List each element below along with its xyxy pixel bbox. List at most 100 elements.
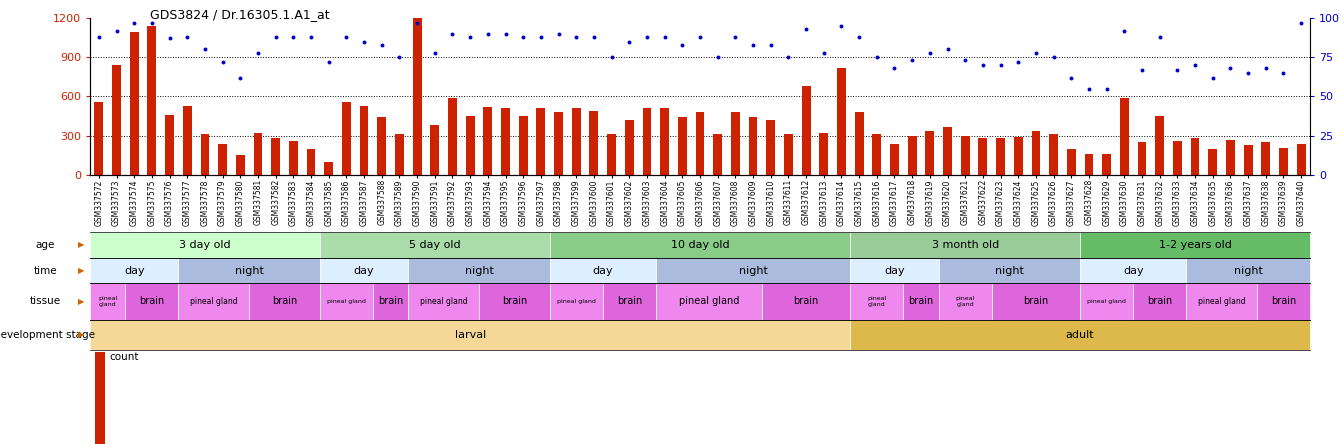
Text: 1-2 years old: 1-2 years old [1158,240,1232,250]
Text: ▶: ▶ [78,297,84,306]
Point [778,54,799,61]
Point [901,57,923,64]
Text: night: night [234,266,264,275]
Bar [1173,141,1182,175]
Bar [1085,154,1094,175]
Bar [165,115,174,175]
Text: pineal
gland: pineal gland [98,296,118,307]
Point [283,33,304,40]
Text: day: day [125,266,145,275]
Bar [341,102,351,175]
Point [584,33,605,40]
Bar [1156,116,1164,175]
Bar [112,65,121,175]
Point [1185,62,1206,69]
Bar [643,108,651,175]
Bar [130,32,139,175]
Bar [695,112,704,175]
Bar [272,139,280,175]
Point [619,38,640,45]
Bar [625,120,633,175]
Bar [1244,145,1252,175]
Bar [554,112,562,175]
Bar [1208,149,1217,175]
Point [1291,19,1312,26]
Text: ▶: ▶ [78,241,84,250]
Bar [95,102,103,175]
Text: day: day [1123,266,1144,275]
Text: brain: brain [908,297,933,306]
Point [866,54,888,61]
Point [830,22,852,29]
Bar [412,18,422,175]
Point [159,35,181,42]
Text: brain: brain [1148,297,1173,306]
Text: pineal
gland: pineal gland [868,296,886,307]
Text: pineal
gland: pineal gland [956,296,975,307]
Point [1166,66,1188,73]
Bar [518,116,528,175]
Point [265,33,287,40]
Point [813,49,834,56]
Text: pineal gland: pineal gland [420,297,467,306]
Point [300,33,321,40]
Bar [1014,137,1023,175]
Text: day: day [592,266,613,275]
Bar [483,107,493,175]
Point [353,38,375,45]
Bar [1261,142,1271,175]
Bar [943,127,952,175]
Bar [714,135,722,175]
Point [194,46,216,53]
Point [424,49,446,56]
Text: brain: brain [502,297,528,306]
Point [1131,66,1153,73]
Text: day: day [884,266,905,275]
Bar [890,143,898,175]
Text: pineal gland: pineal gland [190,297,237,306]
Text: brain: brain [272,297,297,306]
Bar [1067,149,1075,175]
Text: brain: brain [1023,297,1048,306]
Point [495,30,517,37]
Bar [218,143,228,175]
Point [513,33,534,40]
Point [707,54,728,61]
Bar [360,106,368,175]
Bar [1190,139,1200,175]
Text: night: night [995,266,1024,275]
Text: night: night [1233,266,1263,275]
Bar [678,117,687,175]
Text: 10 day old: 10 day old [671,240,730,250]
Bar [607,135,616,175]
Point [795,25,817,32]
Point [1060,74,1082,81]
Text: count: count [108,352,138,362]
Bar [961,136,969,175]
Bar [1138,142,1146,175]
Bar [307,149,316,175]
Bar [449,98,457,175]
Bar [819,133,829,175]
Point [212,59,233,66]
Bar [589,111,599,175]
Point [565,33,586,40]
Bar [749,117,758,175]
Point [1078,85,1099,92]
Point [141,19,162,26]
Point [1237,69,1259,76]
Text: tissue: tissue [29,297,60,306]
Point [248,49,269,56]
Point [761,41,782,48]
Point [88,33,110,40]
Bar [501,108,510,175]
Text: pineal gland: pineal gland [557,299,596,304]
Point [229,74,250,81]
Bar [201,135,209,175]
Bar [766,120,775,175]
Point [955,57,976,64]
Text: larval: larval [454,330,486,340]
Point [724,33,746,40]
Point [884,65,905,72]
Point [530,33,552,40]
